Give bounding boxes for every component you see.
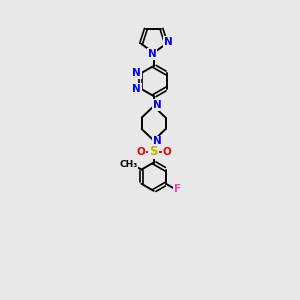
Text: N: N [153, 136, 161, 146]
Text: F: F [174, 184, 181, 194]
Text: N: N [132, 68, 141, 78]
Text: S: S [149, 145, 158, 158]
Text: N: N [164, 37, 173, 47]
Text: N: N [153, 100, 161, 110]
Text: O: O [163, 147, 171, 157]
Text: CH₃: CH₃ [119, 160, 137, 169]
Text: O: O [136, 147, 145, 157]
Text: N: N [132, 83, 141, 94]
Text: N: N [148, 49, 157, 59]
